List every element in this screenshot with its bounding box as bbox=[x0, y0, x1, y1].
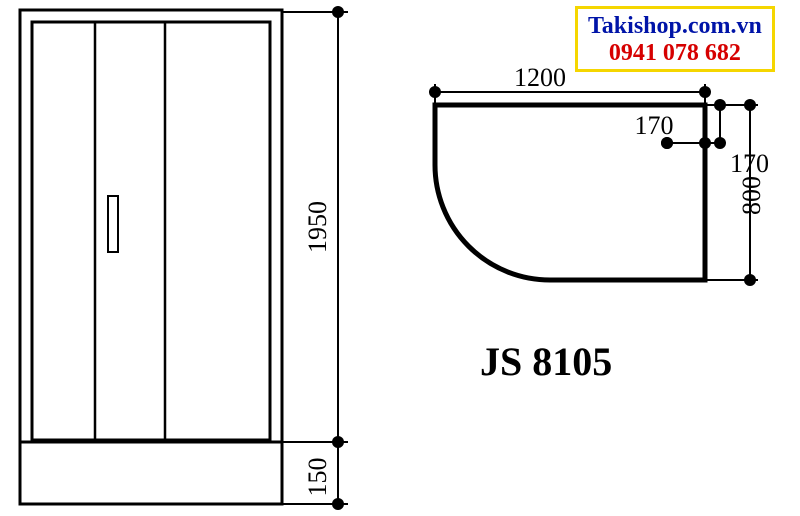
dot-plan-right-t bbox=[744, 99, 756, 111]
dot-plan-top-l bbox=[429, 86, 441, 98]
dot-plan-top-r bbox=[699, 86, 711, 98]
model-number: JS 8105 bbox=[480, 338, 612, 385]
dot-plan-right-b bbox=[744, 274, 756, 286]
front-outer-frame bbox=[20, 10, 282, 504]
door-handle bbox=[108, 196, 118, 252]
front-glass-panel bbox=[32, 22, 270, 440]
dim-dot-bot bbox=[332, 498, 344, 510]
dim-label-1200: 1200 bbox=[514, 63, 566, 92]
contact-info-box: Takishop.com.vn 0941 078 682 bbox=[575, 6, 775, 72]
dim-label-170v: 170 bbox=[730, 149, 769, 178]
dim-label-800: 800 bbox=[737, 176, 766, 215]
dim-dot-mid bbox=[332, 436, 344, 448]
dim-label-1950: 1950 bbox=[303, 201, 332, 253]
dim-label-170h: 170 bbox=[635, 111, 674, 140]
dim-label-150: 150 bbox=[303, 458, 332, 497]
website-url: Takishop.com.vn bbox=[588, 13, 762, 40]
technical-drawing: 19501501200800170170 bbox=[0, 0, 800, 516]
dim-dot-top bbox=[332, 6, 344, 18]
phone-number: 0941 078 682 bbox=[588, 40, 762, 67]
